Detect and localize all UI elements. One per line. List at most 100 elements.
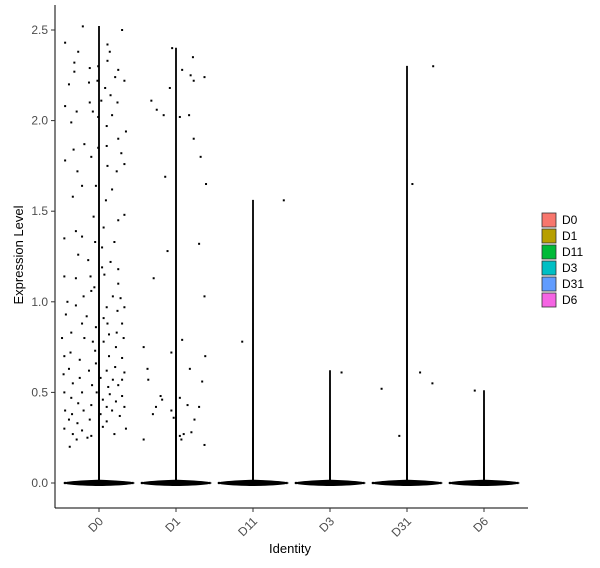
data-point <box>156 109 158 111</box>
data-point <box>106 306 108 308</box>
data-point <box>110 94 112 96</box>
violin-D0 <box>64 26 134 485</box>
data-point <box>150 100 152 102</box>
data-point <box>179 435 181 437</box>
data-point <box>95 362 97 364</box>
data-point <box>64 410 66 412</box>
data-point <box>123 80 125 82</box>
data-point <box>90 156 92 158</box>
data-point <box>431 382 433 384</box>
data-point <box>117 138 119 140</box>
data-point <box>198 243 200 245</box>
data-point <box>68 83 70 85</box>
data-point <box>121 379 123 381</box>
data-point <box>123 337 125 339</box>
data-point <box>283 199 285 201</box>
x-ticks: D0 D1 D11 D3 D31 D6 <box>85 508 491 540</box>
data-point <box>63 237 65 239</box>
data-point <box>63 373 65 375</box>
data-point <box>398 435 400 437</box>
data-point <box>163 114 165 116</box>
jitter-points <box>61 25 519 483</box>
y-tick-label: 1.0 <box>31 295 48 309</box>
data-point <box>181 339 183 341</box>
data-point <box>102 426 104 428</box>
data-point <box>73 71 75 73</box>
data-point <box>73 149 75 151</box>
data-point <box>61 337 63 339</box>
data-point <box>81 429 83 431</box>
data-point <box>106 420 108 422</box>
data-point <box>113 241 115 243</box>
x-tick-label: D6 <box>470 514 491 535</box>
data-point <box>198 406 200 408</box>
data-point <box>70 397 72 399</box>
data-point <box>82 25 84 27</box>
data-point <box>123 306 125 308</box>
legend-key <box>542 261 556 275</box>
data-point <box>76 111 78 113</box>
data-point <box>179 116 181 118</box>
data-point <box>101 246 103 248</box>
legend-key <box>542 229 556 243</box>
data-point <box>193 419 195 421</box>
data-point <box>432 65 434 67</box>
data-point <box>100 377 102 379</box>
data-point <box>114 366 116 368</box>
data-point <box>155 406 157 408</box>
data-point <box>81 185 83 187</box>
data-point <box>66 301 68 303</box>
y-tick-label: 0.0 <box>31 476 48 490</box>
data-point <box>106 165 108 167</box>
data-point <box>171 47 173 49</box>
data-point <box>88 82 90 84</box>
data-point <box>86 315 88 317</box>
data-point <box>147 368 149 370</box>
data-point <box>123 371 125 373</box>
data-point <box>117 219 119 221</box>
data-point <box>95 185 97 187</box>
data-point <box>89 67 91 69</box>
data-point <box>111 410 113 412</box>
data-point <box>117 384 119 386</box>
data-point <box>341 371 343 373</box>
legend-label: D3 <box>562 261 578 275</box>
data-point <box>190 74 192 76</box>
data-point <box>200 156 202 158</box>
data-point <box>193 138 195 140</box>
data-point <box>125 130 127 132</box>
data-point <box>70 352 72 354</box>
data-point <box>121 357 123 359</box>
data-point <box>90 275 92 277</box>
x-tick-label: D3 <box>316 514 337 535</box>
data-point <box>121 323 123 325</box>
y-tick-label: 2.0 <box>31 114 48 128</box>
legend-label: D6 <box>562 293 578 307</box>
data-point <box>201 381 203 383</box>
data-point <box>111 114 113 116</box>
data-point <box>106 370 108 372</box>
data-point <box>71 413 73 415</box>
data-point <box>90 404 92 406</box>
data-point <box>419 371 421 373</box>
data-point <box>77 51 79 53</box>
data-point <box>152 413 154 415</box>
data-point <box>120 152 122 154</box>
data-point <box>97 147 99 149</box>
data-point <box>117 268 119 270</box>
data-point <box>193 80 195 82</box>
data-point <box>63 428 65 430</box>
data-point <box>160 395 162 397</box>
data-point <box>103 227 105 229</box>
data-point <box>161 399 163 401</box>
legend: D0 D1 D11 D3 D31 D6 <box>542 213 584 307</box>
data-point <box>116 310 118 312</box>
data-point <box>179 397 181 399</box>
data-point <box>81 236 83 238</box>
axes <box>55 5 528 508</box>
data-point <box>116 170 118 172</box>
data-point <box>86 437 88 439</box>
legend-key <box>542 213 556 227</box>
data-point <box>64 159 66 161</box>
data-point <box>88 370 90 372</box>
